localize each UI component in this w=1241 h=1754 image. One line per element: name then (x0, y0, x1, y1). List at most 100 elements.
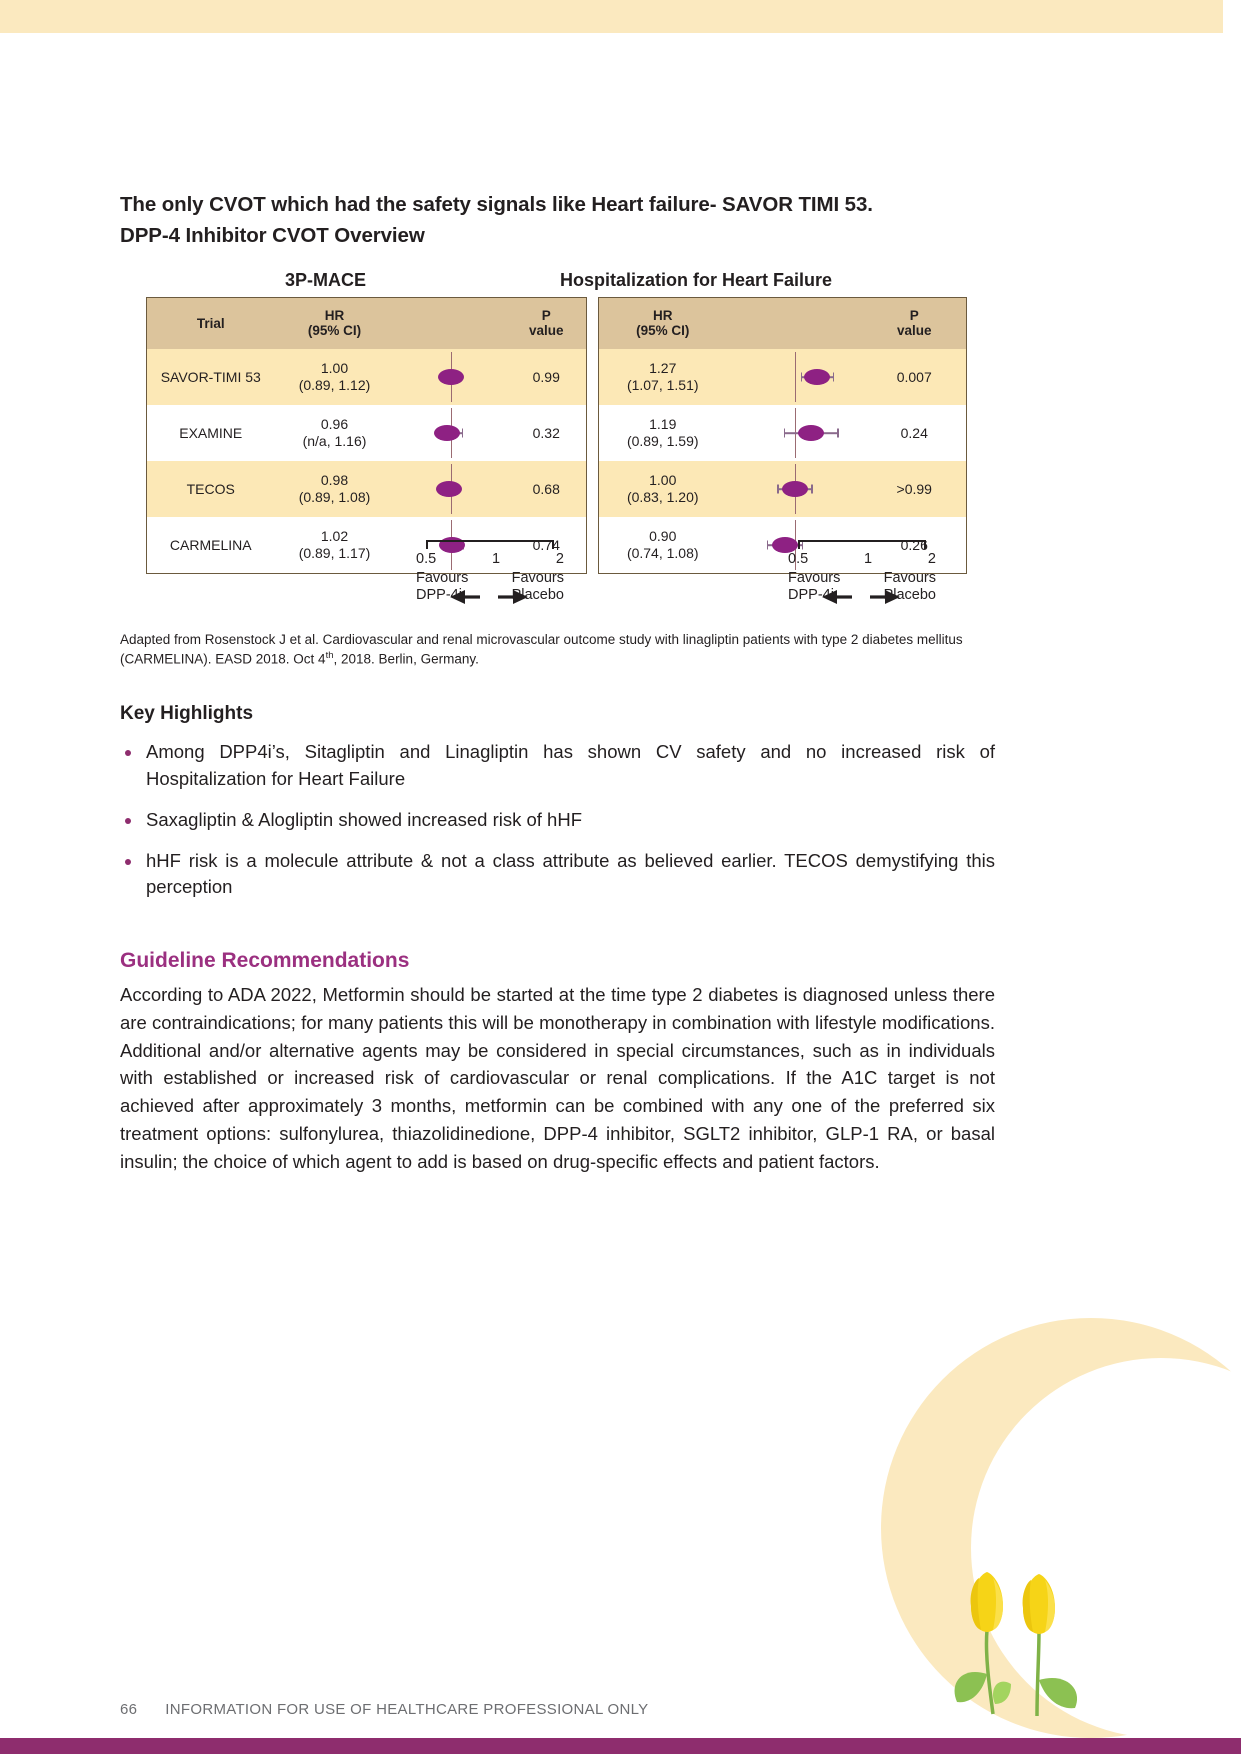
citation-part2: , 2018. Berlin, Germany. (333, 651, 479, 667)
ci-cap-lower (800, 372, 803, 382)
axis-favours-labels: Favours DPP-4i Favours Placebo (788, 570, 936, 604)
citation: Adapted from Rosenstock J et al. Cardiov… (120, 630, 995, 670)
cell-pvalue: 0.68 (506, 461, 587, 517)
cell-forest-plot (394, 349, 507, 405)
table-header-row: Trial HR (95% CI) P value (146, 297, 587, 349)
ci-cap-upper (837, 428, 839, 438)
cell-hr-point: 1.02 (320, 528, 349, 545)
cell-trial: CARMELINA (146, 517, 275, 574)
axis-direction-arrows (820, 588, 902, 606)
ci-cap-lower (777, 484, 779, 494)
plot-area (731, 520, 859, 570)
axis-tick-mid: 1 (492, 550, 501, 567)
axis-favours-right: Favours Placebo (884, 570, 936, 604)
table-row: 1.00 (0.83, 1.20) >0.99 (598, 461, 967, 517)
favours-left-line2: DPP-4i (416, 586, 462, 603)
axis-3p-mace: 0.5 1 2 Favours DPP-4i Favours Placebo (416, 539, 564, 630)
effect-estimate-marker (771, 537, 798, 553)
axis-tick-high: 2 (927, 550, 936, 567)
double-arrow-icon (822, 589, 900, 604)
list-item: Saxagliptin & Alogliptin showed increase… (120, 807, 995, 834)
table-row: TECOS 0.98 (0.89, 1.08) 0.68 (146, 461, 587, 517)
citation-part1: Adapted from Rosenstock J et al. Cardiov… (120, 631, 963, 667)
plot-area (731, 352, 859, 402)
column-header-pvalue: P value (862, 297, 967, 349)
panel-title-3p-mace: 3P-MACE (285, 269, 367, 290)
plot-area (399, 352, 503, 402)
cell-forest-plot (726, 461, 863, 517)
cell-hr: 1.27 (1.07, 1.51) (598, 349, 727, 405)
plot-area (399, 464, 503, 514)
cell-hr-ci: (n/a, 1.16) (302, 433, 367, 449)
column-header-p-line2: value (528, 323, 564, 339)
axis-ticks: 0.5 1 2 (416, 551, 564, 567)
cell-trial: TECOS (146, 461, 275, 517)
cell-hr-point: 1.00 (649, 472, 677, 489)
cell-hr: 1.02 (0.89, 1.17) (274, 517, 395, 574)
cell-hr: 0.96 (n/a, 1.16) (274, 405, 395, 461)
column-header-plot (394, 297, 507, 349)
ci-cap-upper (461, 428, 464, 438)
ci-cap-upper (811, 484, 813, 494)
cell-hr-ci: (0.74, 1.08) (626, 545, 699, 561)
ci-cap-upper (832, 372, 835, 382)
cell-hr-ci: (1.07, 1.51) (626, 377, 699, 393)
forest-plot-figure: 3P-MACE Hospitalization for Heart Failur… (120, 270, 995, 630)
effect-estimate-marker (437, 369, 464, 385)
column-header-p-line1: P (541, 308, 551, 324)
cell-hr-point: 1.00 (320, 360, 349, 377)
cell-hr-ci: (0.89, 1.08) (298, 489, 371, 505)
table-row: 1.19 (0.89, 1.59) 0.24 (598, 405, 967, 461)
plot-area (731, 408, 859, 458)
cell-hr-point: 0.98 (320, 472, 349, 489)
cell-pvalue: 0.32 (506, 405, 587, 461)
column-header-plot (726, 297, 863, 349)
effect-estimate-marker (435, 481, 462, 497)
axis-tick-high: 2 (555, 550, 564, 567)
axis-bracket (426, 539, 554, 549)
cell-forest-plot (726, 405, 863, 461)
column-header-hr: HR (95% CI) (274, 297, 395, 349)
page-title: The only CVOT which had the safety signa… (120, 0, 995, 252)
cell-hr-ci: (0.83, 1.20) (626, 489, 699, 505)
bottom-decorative-bar (0, 1738, 1241, 1754)
cell-hr: 1.00 (0.83, 1.20) (598, 461, 727, 517)
cell-hr: 0.98 (0.89, 1.08) (274, 461, 395, 517)
panel-title-hhf: Hospitalization for Heart Failure (560, 269, 833, 290)
cell-hr-ci: (0.89, 1.12) (298, 377, 371, 393)
plot-area (731, 464, 859, 514)
list-item: hHF risk is a molecule attribute & not a… (120, 848, 995, 902)
page-content: The only CVOT which had the safety signa… (120, 0, 995, 1175)
table-header-row: HR (95% CI) P value (598, 297, 967, 349)
cell-hr-point: 0.90 (649, 528, 677, 545)
favours-right-line1: Favours (883, 569, 936, 586)
table-row: SAVOR-TIMI 53 1.00 (0.89, 1.12) 0.99 (146, 349, 587, 405)
favours-right-line1: Favours (511, 569, 564, 586)
axis-hhf: 0.5 1 2 Favours DPP-4i Favours Placebo (788, 539, 936, 630)
ci-cap-upper (801, 540, 804, 550)
axis-favours-left: Favours DPP-4i (788, 570, 840, 604)
cell-trial: EXAMINE (146, 405, 275, 461)
top-decorative-band (0, 0, 1241, 33)
page-footer: 66 INFORMATION FOR USE OF HEALTHCARE PRO… (120, 1701, 648, 1718)
favours-left-line2: DPP-4i (788, 586, 834, 603)
list-item: Among DPP4i’s, Sitagliptin and Linaglipt… (120, 739, 995, 793)
table-row: 0.90 (0.74, 1.08) 0.26 (598, 517, 967, 574)
table-hospitalization-heart-failure: HR (95% CI) P value 1.27 (1.07, 1.51 (598, 296, 967, 574)
cell-forest-plot (726, 349, 863, 405)
cell-hr: 0.90 (0.74, 1.08) (598, 517, 727, 574)
footer-notice: INFORMATION FOR USE OF HEALTHCARE PROFES… (165, 1701, 649, 1718)
page-number: 66 (120, 1701, 138, 1718)
cell-hr-ci: (0.89, 1.59) (626, 433, 699, 449)
cell-pvalue: 0.007 (862, 349, 967, 405)
effect-estimate-marker (434, 425, 461, 441)
axis-tick-low: 0.5 (416, 550, 437, 567)
table-row: EXAMINE 0.96 (n/a, 1.16) 0.32 (146, 405, 587, 461)
axis-tick-mid: 1 (864, 550, 873, 567)
column-header-hr-line2: (95% CI) (636, 323, 690, 339)
tulip-illustration (954, 1572, 1078, 1717)
favours-left-line1: Favours (788, 569, 841, 586)
axis-favours-left: Favours DPP-4i (416, 570, 468, 604)
cell-forest-plot (394, 461, 507, 517)
cell-hr-point: 1.19 (649, 416, 677, 433)
